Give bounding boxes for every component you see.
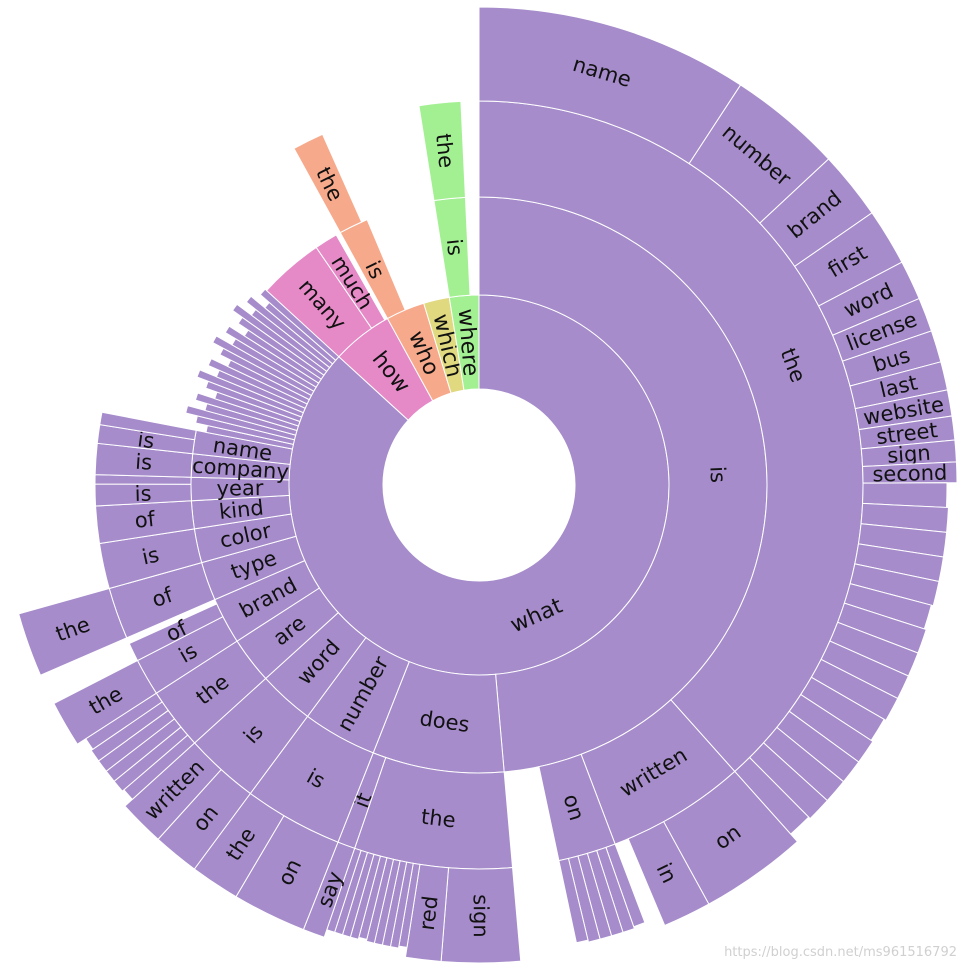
sunburst-label-what-kind-of: of (133, 507, 156, 533)
sunburst-label-what-does-the-red: red (415, 895, 443, 932)
sunburst-label-what-company-is: is (135, 450, 153, 475)
sunburst-label-what-does-the-sign: sign (469, 894, 493, 938)
sunburst-label-what-kind: kind (218, 496, 265, 525)
watermark: https://blog.csdn.net/ms961516792 (724, 945, 957, 960)
sunburst-label-what-color-is: is (140, 543, 161, 570)
sunburst-label-what-is-the-second: second (872, 461, 948, 487)
sunburst-label-what-does-the: the (420, 805, 457, 833)
sunburst-segment-how-much[interactable] (315, 234, 386, 329)
sunburst-label-what-year: year (216, 476, 264, 501)
sunburst-center (383, 389, 575, 581)
sunburst-label-what-year-is: is (134, 482, 151, 506)
sunburst-label-what-name-is: is (136, 427, 156, 453)
sunburst-segment-who-is-the[interactable] (293, 133, 363, 234)
sunburst-segment-where-is-the[interactable] (418, 100, 466, 202)
sunburst-segment-what-name-are[interactable] (99, 411, 197, 441)
sunburst-segment-what-is-written-in[interactable] (627, 821, 710, 927)
sunburst-segment-what-brand-of[interactable] (128, 603, 224, 662)
sunburst-label-where-is: is (442, 238, 468, 257)
sunburst-label-where-is-the: the (431, 132, 458, 169)
sunburst-tail-segment-what-is-on-5[interactable] (558, 857, 589, 944)
sunburst-label-what-is: is (705, 466, 730, 484)
sunburst-label-where: where (453, 308, 483, 377)
